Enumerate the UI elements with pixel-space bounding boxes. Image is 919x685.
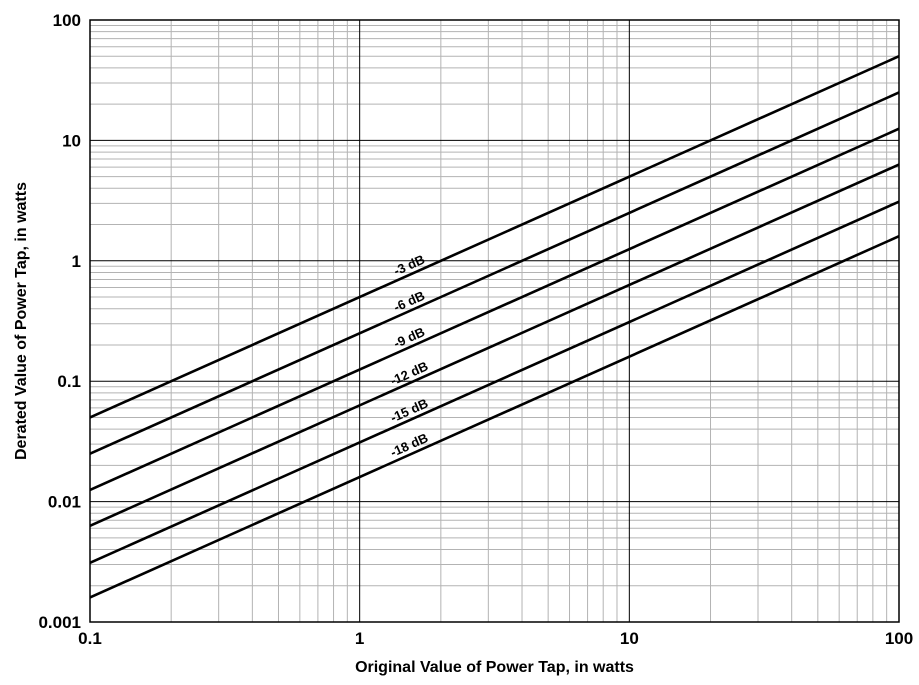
grid-minor bbox=[90, 20, 899, 622]
x-axis-label: Original Value of Power Tap, in watts bbox=[355, 659, 634, 676]
y-tick-label: 1 bbox=[72, 252, 81, 271]
x-tick-labels: 0.1 1 10 100 bbox=[78, 629, 913, 648]
plot-frame bbox=[89, 19, 900, 623]
series-line bbox=[89, 200, 900, 565]
y-tick-labels: 0.001 0.01 0.1 1 10 100 bbox=[38, 11, 81, 632]
y-tick-label: 0.001 bbox=[38, 613, 81, 632]
x-tick-label: 10 bbox=[620, 629, 639, 648]
series-lines bbox=[89, 55, 900, 599]
y-tick-label: 100 bbox=[53, 11, 81, 30]
y-tick-label: 0.1 bbox=[57, 372, 81, 391]
x-tick-label: 0.1 bbox=[78, 629, 102, 648]
series-line bbox=[89, 235, 900, 599]
series-line bbox=[89, 163, 900, 527]
y-tick-label: 0.01 bbox=[48, 493, 81, 512]
series-line bbox=[89, 127, 900, 492]
y-axis-label: Derated Value of Power Tap, in watts bbox=[13, 182, 30, 460]
x-tick-label: 100 bbox=[885, 629, 913, 648]
series-line bbox=[89, 55, 900, 419]
series-line bbox=[89, 91, 900, 455]
y-tick-label: 10 bbox=[62, 131, 81, 150]
x-tick-label: 1 bbox=[355, 629, 364, 648]
